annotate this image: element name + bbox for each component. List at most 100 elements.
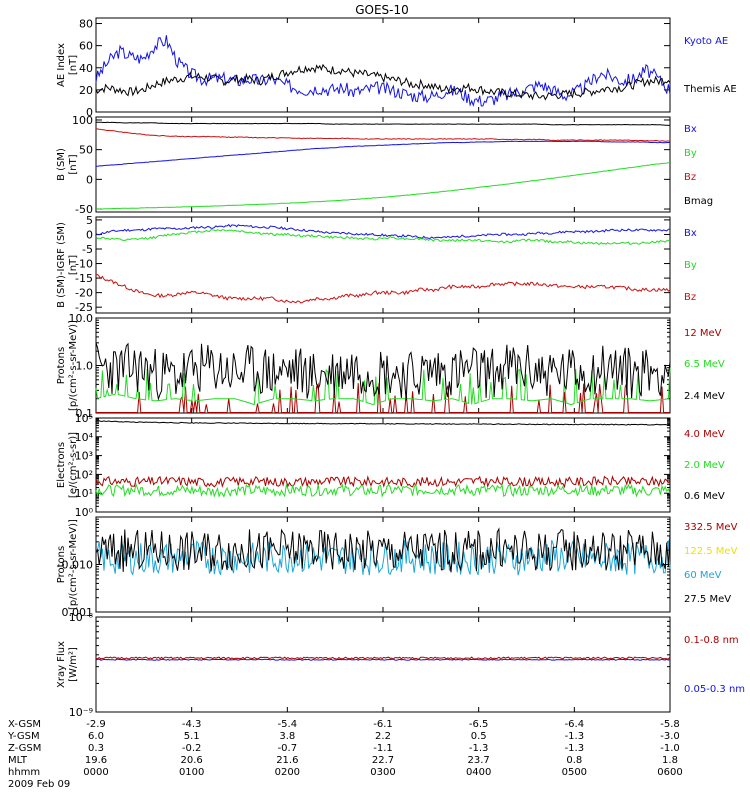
x-row-value: -3.0 — [660, 731, 680, 742]
legend-entry: Kyoto AE — [684, 36, 728, 47]
x-row-value: -5.4 — [278, 719, 298, 730]
y-axis-label: [p/(cm²-s-sr-MeV)] — [68, 320, 79, 411]
y-tick-label: -25 — [75, 301, 93, 314]
y-tick-label: 10.0 — [69, 312, 94, 325]
y-tick-label: 10⁻⁸ — [69, 611, 94, 624]
legend-entry: 0.05-0.3 nm — [684, 684, 745, 695]
y-axis-label: [W/m²] — [68, 647, 79, 682]
series-line — [95, 658, 671, 661]
y-tick-label: -20 — [75, 287, 93, 300]
y-tick-label: -10 — [75, 258, 93, 271]
legend-entry: 332.5 MeV — [684, 522, 738, 533]
x-row-value: 5.1 — [184, 731, 200, 742]
x-row-value: -1.3 — [565, 743, 585, 754]
x-row-value: -1.3 — [469, 743, 489, 754]
y-tick-label: 20 — [79, 84, 93, 97]
legend-entry: Bx — [684, 124, 697, 135]
legend-entry: Themis AE — [683, 84, 737, 95]
legend-entry: Bx — [684, 228, 697, 239]
x-row-label: MLT — [8, 755, 28, 766]
x-row-value: 20.6 — [181, 755, 203, 766]
x-row-value: 0600 — [657, 767, 682, 778]
x-row-value: 1.8 — [662, 755, 678, 766]
date-label: 2009 Feb 09 — [8, 779, 70, 790]
y-tick-label: 0.010 — [62, 559, 94, 572]
series-line — [95, 121, 671, 126]
y-axis-label: Electrons — [56, 442, 67, 488]
y-tick-label: 0.001 — [62, 606, 94, 619]
series-line — [95, 527, 671, 573]
legend-entry: By — [684, 260, 697, 271]
y-tick-label: 60 — [79, 40, 93, 53]
legend-entry: 122.5 MeV — [684, 546, 738, 557]
series-line — [96, 382, 670, 413]
legend-entry: Bz — [684, 172, 696, 183]
x-row-value: 0500 — [562, 767, 587, 778]
y-tick-label: 10² — [75, 468, 93, 481]
x-row-value: 6.0 — [88, 731, 104, 742]
x-row-value: 0.8 — [566, 755, 582, 766]
x-row-value: -1.0 — [660, 743, 680, 754]
legend-entry: 12 MeV — [684, 328, 722, 339]
y-axis-label: [nT] — [68, 154, 79, 174]
x-row-value: 0.5 — [471, 731, 487, 742]
series-line — [95, 63, 671, 101]
y-tick-label: 40 — [79, 62, 93, 75]
panel-xray: 10⁻⁹ 10⁻⁸ Xray Flux [W/m²] 0.1-0.8 nm 0.05-0.… — [56, 611, 745, 719]
x-row-value: 22.7 — [372, 755, 394, 766]
series-line — [95, 420, 671, 426]
y-tick-label: 5 — [86, 214, 93, 227]
y-tick-label: 80 — [79, 18, 93, 31]
y-tick-label: 10¹ — [75, 487, 93, 500]
panel-frame — [95, 17, 671, 113]
series-line — [95, 35, 671, 107]
x-row-value: -6.5 — [469, 719, 489, 730]
panel-frame — [95, 616, 671, 713]
x-row-value: 21.6 — [276, 755, 298, 766]
legend-entry: 27.5 MeV — [684, 594, 731, 605]
y-axis-label: Protons — [56, 347, 67, 384]
y-axis-label: [nT] — [68, 55, 79, 75]
x-axis-table: X-GSM -2.9 -4.3 -5.4 -6.1 -6.5 -6.4 -5.8 Y-GSM 6.… — [7, 719, 683, 790]
legend-entry: 2.0 MeV — [684, 460, 725, 471]
x-row-value: 23.7 — [468, 755, 490, 766]
series-line — [95, 342, 671, 401]
y-tick-label: 0.1 — [76, 407, 94, 420]
x-row-value: 2.2 — [375, 731, 391, 742]
series-line — [95, 228, 671, 245]
series-line — [95, 474, 671, 489]
x-row-value: 0100 — [179, 767, 204, 778]
figure-title: GOES-10 — [355, 3, 409, 17]
series-line — [96, 162, 671, 210]
panel-protons_low: 0.1 1.0 10.0 Protons [p/(cm²-s-sr-MeV)] 12 Me… — [56, 312, 725, 420]
y-tick-label: 10⁰ — [75, 506, 94, 519]
series-line — [95, 128, 671, 142]
x-row-label: Z-GSM — [8, 743, 41, 754]
x-row-value: -1.1 — [373, 743, 393, 754]
y-tick-label: 1.0 — [76, 360, 94, 373]
panel-electrons: 10⁰ 10¹ 10² 10³ 10⁴ 10⁵ Electrons [e/(cm²-s-sr)… — [56, 412, 725, 519]
legend-entry: 2.4 MeV — [684, 391, 725, 402]
x-row-label: Y-GSM — [7, 731, 40, 742]
legend-entry: 60 MeV — [684, 570, 722, 581]
y-tick-label: -5 — [82, 243, 93, 256]
y-tick-label: 10⁴ — [75, 431, 94, 444]
x-row-value: -2.9 — [86, 719, 106, 730]
y-tick-label: 10⁵ — [75, 412, 93, 425]
y-axis-label: [p/(cm²-s-sr-MeV)] — [68, 519, 79, 610]
x-row-value: 3.8 — [279, 731, 295, 742]
x-row-label: hhmm — [8, 767, 40, 778]
panel-ae: 0 20 40 60 80 AE Index [nT] Kyoto AE Themis AE — [56, 17, 737, 119]
y-tick-label: 100 — [72, 114, 93, 127]
series-line — [95, 367, 671, 406]
x-row-value: 0400 — [466, 767, 491, 778]
legend-entry: 0.1-0.8 nm — [684, 635, 739, 646]
y-tick-label: -50 — [75, 203, 93, 216]
x-row-value: 0200 — [275, 767, 300, 778]
series-line — [95, 656, 671, 660]
panel-bsm: -50 0 50 100 B (SM) [nT] Bx By Bz Bmag — [56, 114, 713, 216]
y-tick-label: 0 — [86, 228, 93, 241]
legend-entry: 0.6 MeV — [684, 491, 725, 502]
